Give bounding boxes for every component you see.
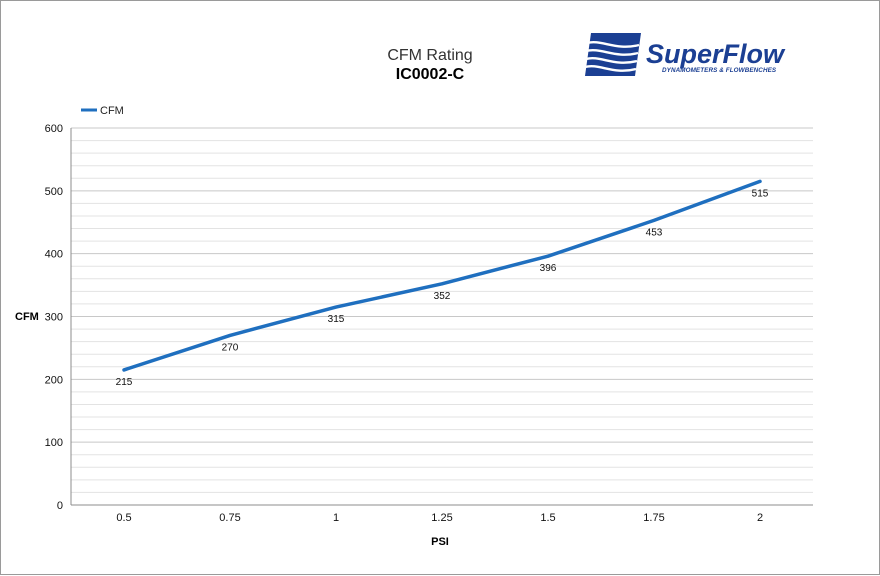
x-tick-label: 0.5 xyxy=(116,512,131,524)
y-tick-label: 600 xyxy=(45,123,63,135)
x-tick-label: 1 xyxy=(333,512,339,524)
x-tick-label: 1.5 xyxy=(540,512,555,524)
x-tick-labels: 0.5 0.75 1 1.25 1.5 1.75 2 xyxy=(116,512,763,524)
data-label: 515 xyxy=(752,188,769,199)
data-point xyxy=(334,305,338,309)
data-point xyxy=(228,333,232,337)
series-cfm xyxy=(122,179,762,372)
data-label: 270 xyxy=(222,342,239,353)
x-tick-label: 1.25 xyxy=(431,512,452,524)
chart-title: CFM Rating xyxy=(387,47,472,64)
legend: CFM xyxy=(81,105,124,117)
data-label: 352 xyxy=(434,291,451,302)
chart-subtitle: IC0002-C xyxy=(396,66,465,83)
data-label: 396 xyxy=(540,263,557,274)
y-tick-label: 100 xyxy=(45,437,63,449)
y-axis-title: CFM xyxy=(15,311,39,323)
y-tick-labels: 0 100 200 300 400 500 600 xyxy=(45,123,63,512)
x-tick-label: 1.75 xyxy=(643,512,664,524)
data-label: 453 xyxy=(646,227,663,238)
data-label: 315 xyxy=(328,314,345,325)
gridlines xyxy=(71,127,813,493)
x-axis-title: PSI xyxy=(431,536,449,548)
y-tick-label: 300 xyxy=(45,312,63,324)
data-label: 215 xyxy=(116,377,133,388)
data-point xyxy=(122,368,126,372)
x-tick-label: 0.75 xyxy=(219,512,240,524)
x-tick-label: 2 xyxy=(757,512,763,524)
y-tick-label: 400 xyxy=(45,249,63,261)
y-tick-label: 500 xyxy=(45,186,63,198)
data-point xyxy=(440,282,444,286)
logo-wordmark: SuperFlow xyxy=(646,39,786,69)
y-tick-label: 200 xyxy=(45,374,63,386)
data-point xyxy=(652,218,656,222)
legend-label: CFM xyxy=(100,105,124,117)
data-point xyxy=(758,179,762,183)
data-point xyxy=(546,254,550,258)
superflow-logo: SuperFlow DYNAMOMETERS & FLOWBENCHES xyxy=(584,33,786,76)
y-tick-label: 0 xyxy=(57,500,63,512)
logo-tagline: DYNAMOMETERS & FLOWBENCHES xyxy=(662,67,777,74)
data-labels: 215 270 315 352 396 453 515 xyxy=(116,188,769,387)
